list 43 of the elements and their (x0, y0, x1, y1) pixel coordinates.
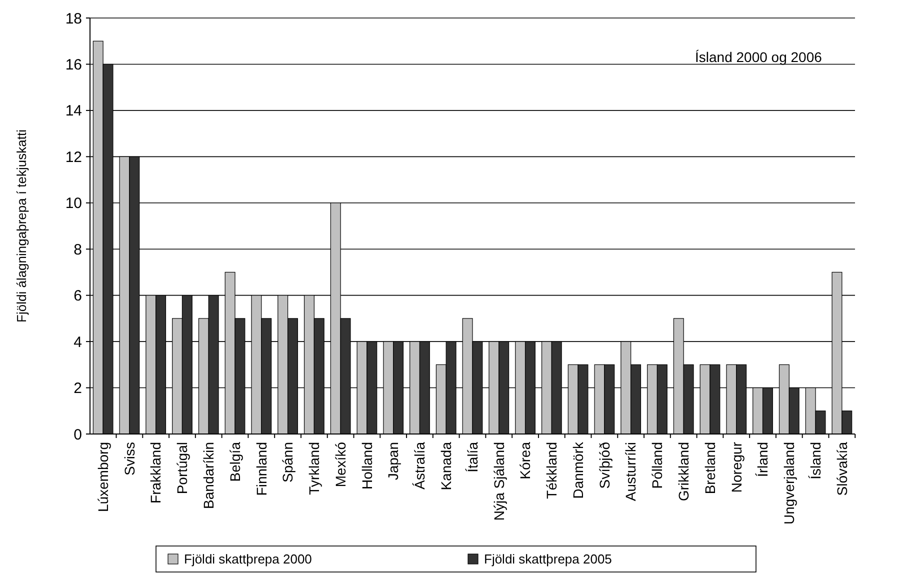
x-tick-label: Slóvakía (834, 442, 850, 496)
x-tick-label: Ástralía (412, 442, 428, 490)
x-tick-label: Danmörk (570, 441, 586, 499)
x-tick-label: Portúgal (174, 442, 190, 494)
x-tick-label: Kanada (438, 442, 454, 490)
x-tick-label: Sviss (121, 442, 138, 476)
x-tick-label: Austurríki (622, 442, 639, 502)
x-tick-label: Bandaríkin (200, 442, 217, 509)
x-tick-label: Grikkland (676, 442, 692, 502)
x-tick-label: Svíþjóð (596, 442, 612, 489)
y-tick-label: 2 (74, 380, 82, 398)
annotation: Ísland 2000 og 2006 (695, 49, 822, 65)
x-tick-label: Tyrkland (306, 442, 322, 495)
x-tick-label: Ísland (807, 442, 824, 480)
y-tick-label: 12 (65, 148, 82, 166)
legend-label: Fjöldi skattþrepa 2005 (484, 552, 612, 567)
x-tick-label: Frakkland (148, 442, 164, 504)
x-tick-label: Nýja Sjáland (490, 442, 507, 521)
y-tick-label: 8 (74, 241, 82, 258)
y-tick-label: 0 (74, 426, 82, 444)
x-tick-label: Noregur (728, 442, 744, 493)
x-tick-label: Japan (385, 442, 402, 480)
legend-label: Fjöldi skattþrepa 2000 (184, 552, 312, 567)
x-tick-label: Lúxemborg (94, 442, 111, 512)
x-tick-label: Ítalía (464, 442, 480, 472)
y-tick-label: 6 (74, 288, 82, 305)
x-tick-label: Finnland (253, 442, 270, 496)
y-tick-label: 4 (74, 334, 82, 351)
y-tick-label: 10 (65, 195, 82, 212)
x-tick-label: Pólland (649, 442, 666, 489)
x-tick-label: Ungverjaland (781, 442, 798, 524)
x-tick-label: Írland (754, 442, 771, 478)
x-tick-label: Belgía (226, 442, 243, 482)
x-tick-label: Spánn (280, 442, 296, 482)
x-tick-label: Mexíkó (332, 442, 348, 488)
x-tick-label: Tékkland (544, 442, 560, 499)
x-tick-label: Holland (358, 442, 375, 490)
x-tick-label: Bretland (702, 442, 718, 494)
x-tick-label: Kórea (517, 442, 534, 480)
y-tick-label: 18 (65, 10, 82, 28)
y-tick-label: 14 (65, 102, 82, 120)
y-axis-title: Fjöldi álagningaþrepa í tekjuskatti (14, 129, 29, 322)
y-tick-label: 16 (65, 56, 82, 74)
